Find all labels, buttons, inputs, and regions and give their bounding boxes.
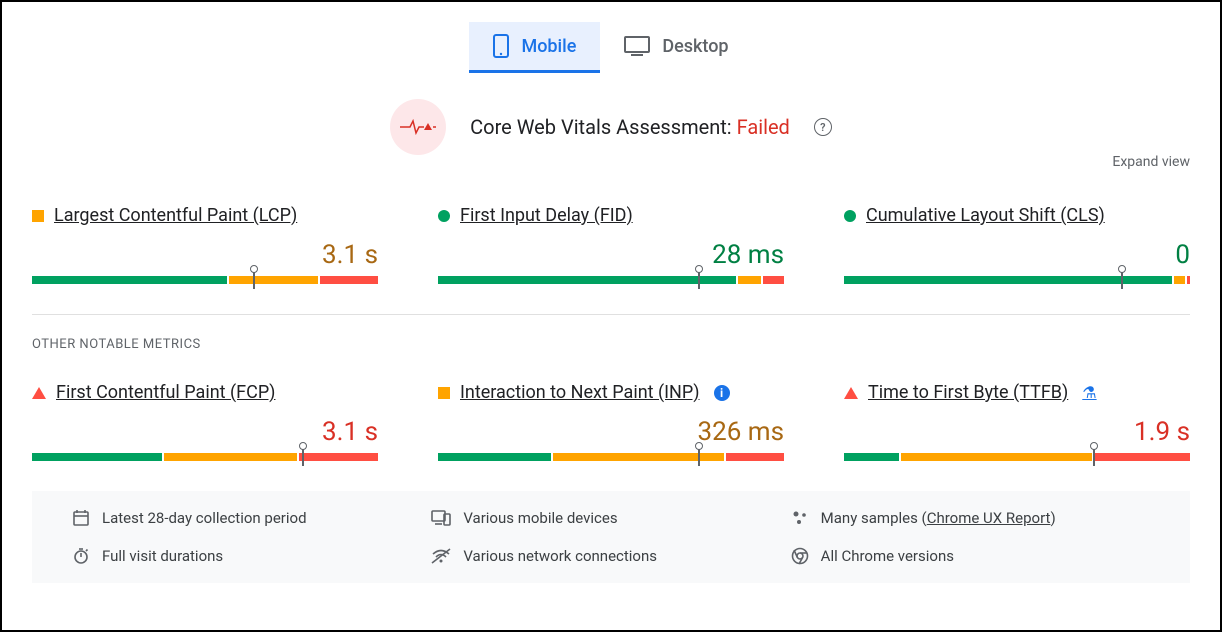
footer-item-text: Full visit durations (102, 547, 223, 565)
value-marker (1093, 448, 1095, 466)
assessment-status: Failed (737, 115, 790, 139)
ecg-icon (390, 99, 446, 155)
metric-card: Time to First Byte (TTFB) ⚗ 1.9 s (844, 382, 1190, 461)
value-marker (698, 448, 700, 466)
footer-info: Latest 28-day collection period Various … (32, 491, 1190, 583)
value-marker (302, 448, 304, 466)
footer-item-text: Various mobile devices (463, 509, 617, 527)
value-marker (698, 271, 700, 289)
status-circle-icon (844, 210, 856, 222)
other-metrics-heading: OTHER NOTABLE METRICS (32, 337, 1190, 352)
status-triangle-icon (32, 387, 46, 399)
distribution-bar (32, 453, 378, 461)
metric-card: Cumulative Layout Shift (CLS) 0 (844, 205, 1190, 284)
distribution-bar (32, 276, 378, 284)
status-square-icon (32, 210, 44, 222)
tab-desktop[interactable]: Desktop (600, 22, 752, 73)
footer-item-text: Various network connections (463, 547, 657, 565)
timer-icon (72, 547, 90, 565)
assessment-text: Core Web Vitals Assessment: Failed (470, 115, 790, 139)
metric-card: First Contentful Paint (FCP) 3.1 s (32, 382, 378, 461)
footer-item-text: Latest 28-day collection period (102, 509, 307, 527)
footer-item: Latest 28-day collection period (72, 509, 431, 527)
footer-item: All Chrome versions (791, 547, 1150, 565)
help-icon[interactable]: ? (814, 118, 832, 136)
value-marker (1121, 271, 1123, 289)
status-triangle-icon (844, 387, 858, 399)
calendar-icon (72, 509, 90, 527)
distribution-bar (438, 276, 784, 284)
tab-mobile[interactable]: Mobile (469, 22, 600, 73)
assessment-label: Core Web Vitals Assessment: (470, 115, 732, 139)
metric-name-link[interactable]: Cumulative Layout Shift (CLS) (866, 205, 1105, 226)
metric-name-link[interactable]: Time to First Byte (TTFB) (868, 382, 1068, 403)
metric-value: 0 (844, 240, 1190, 270)
divider (32, 314, 1190, 315)
samples-icon (791, 509, 809, 527)
info-icon[interactable]: i (714, 385, 730, 401)
wifi-icon (431, 548, 451, 564)
desktop-icon (624, 36, 650, 56)
metric-card: First Input Delay (FID) 28 ms (438, 205, 784, 284)
footer-item-text: All Chrome versions (821, 547, 954, 565)
device-tabs: Mobile Desktop (32, 22, 1190, 73)
crux-report-link[interactable]: Chrome UX Report (927, 509, 1051, 527)
footer-item-text: Many samples (Chrome UX Report) (821, 509, 1056, 527)
footer-item: Various mobile devices (431, 509, 790, 527)
expand-view-link[interactable]: Expand view (1112, 154, 1190, 170)
assessment-row: Core Web Vitals Assessment: Failed ? (32, 99, 1190, 155)
chrome-icon (791, 547, 809, 565)
tab-mobile-label: Mobile (521, 36, 576, 57)
metric-value: 326 ms (438, 417, 784, 447)
metric-card: Largest Contentful Paint (LCP) 3.1 s (32, 205, 378, 284)
tab-desktop-label: Desktop (662, 36, 728, 57)
metric-card: Interaction to Next Paint (INP) i 326 ms (438, 382, 784, 461)
distribution-bar (438, 453, 784, 461)
status-circle-icon (438, 210, 450, 222)
metric-name-link[interactable]: Largest Contentful Paint (LCP) (54, 205, 297, 226)
metric-name-link[interactable]: Interaction to Next Paint (INP) (460, 382, 700, 403)
value-marker (253, 271, 255, 289)
experimental-icon[interactable]: ⚗ (1082, 383, 1096, 402)
other-metrics-row: First Contentful Paint (FCP) 3.1 s Inter… (32, 382, 1190, 461)
mobile-icon (493, 34, 509, 58)
footer-item: Many samples (Chrome UX Report) (791, 509, 1150, 527)
metric-name-link[interactable]: First Contentful Paint (FCP) (56, 382, 275, 403)
status-square-icon (438, 387, 450, 399)
distribution-bar (844, 276, 1190, 284)
footer-item: Full visit durations (72, 547, 431, 565)
metric-value: 3.1 s (32, 240, 378, 270)
core-metrics-row: Largest Contentful Paint (LCP) 3.1 s Fir… (32, 205, 1190, 284)
metric-name-link[interactable]: First Input Delay (FID) (460, 205, 633, 226)
metric-value: 3.1 s (32, 417, 378, 447)
metric-value: 1.9 s (844, 417, 1190, 447)
footer-item: Various network connections (431, 547, 790, 565)
metric-value: 28 ms (438, 240, 784, 270)
devices-icon (431, 510, 451, 526)
distribution-bar (844, 453, 1190, 461)
